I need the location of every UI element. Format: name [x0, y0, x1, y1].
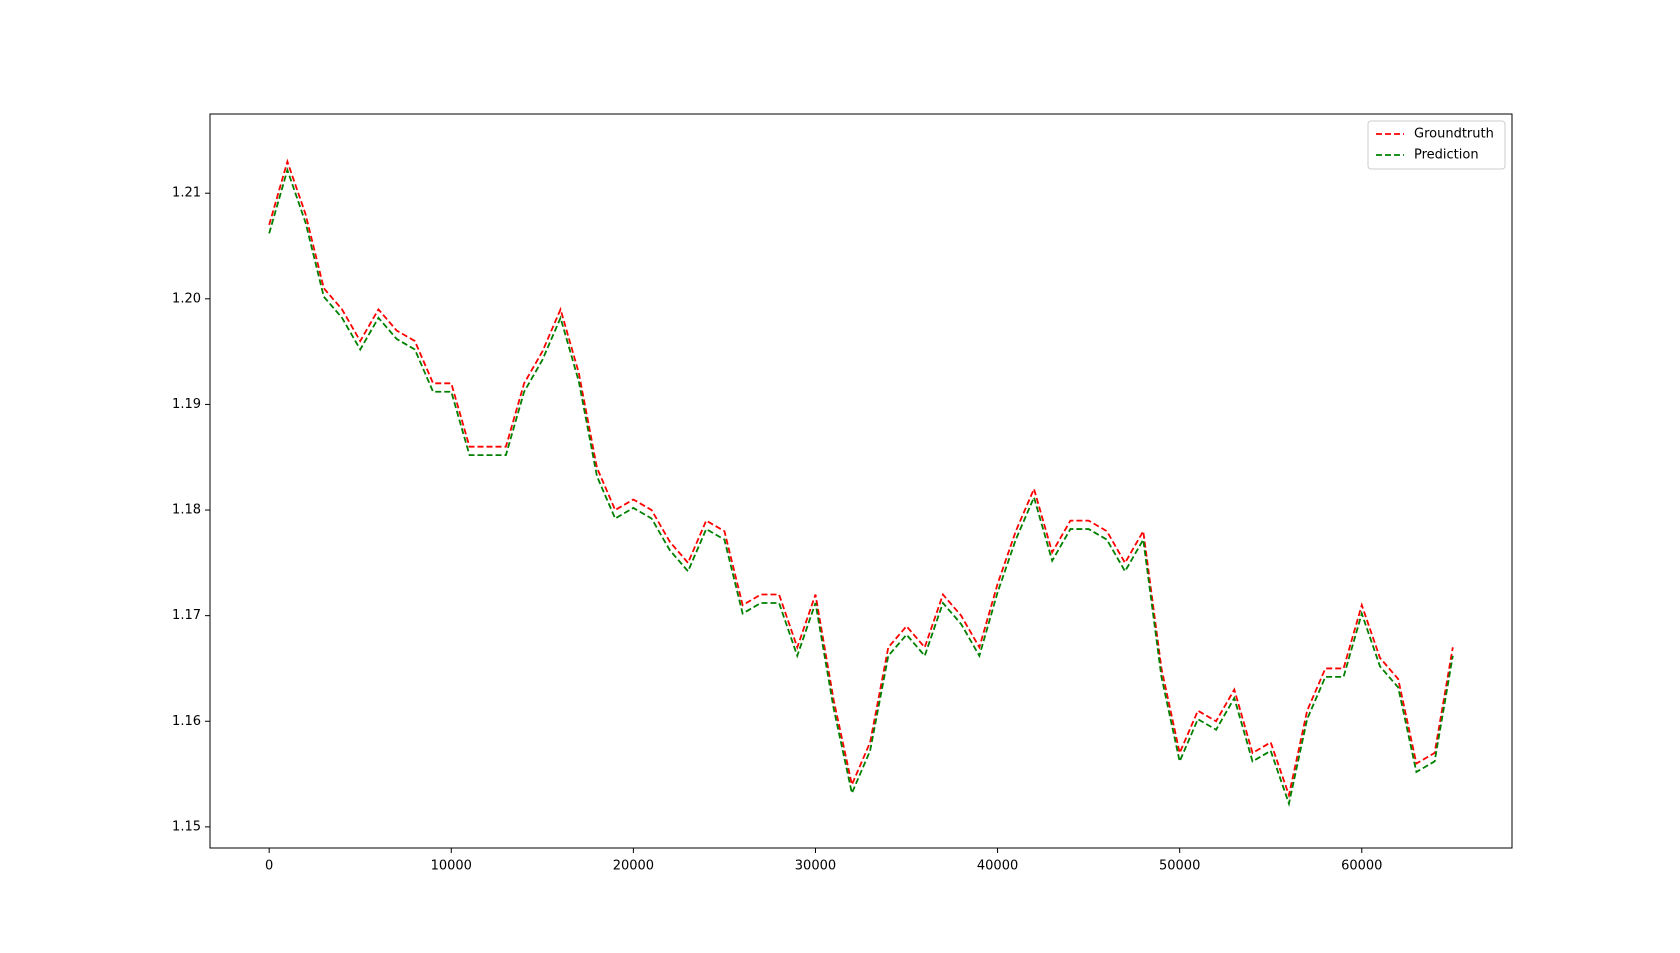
series-line — [268, 166, 1454, 807]
y-tick-label: 1.16 — [172, 714, 201, 729]
legend-label: Prediction — [1414, 148, 1479, 163]
x-tick-label: 20000 — [613, 859, 654, 874]
y-tick-label: 1.19 — [172, 397, 201, 412]
x-tick-label: 0 — [265, 859, 273, 874]
x-tick-label: 30000 — [795, 859, 836, 874]
series-line — [268, 158, 1454, 799]
axes-frame — [209, 113, 1513, 849]
y-tick-label: 1.17 — [172, 608, 201, 623]
x-tick-label: 10000 — [431, 859, 472, 874]
x-tick-label: 60000 — [1341, 859, 1382, 874]
legend-box — [1367, 120, 1506, 170]
y-tick-label: 1.20 — [172, 291, 201, 306]
y-tick-label: 1.18 — [172, 503, 201, 518]
x-tick-label: 40000 — [977, 859, 1018, 874]
y-tick-label: 1.21 — [172, 186, 201, 201]
plot-area — [210, 114, 1512, 848]
x-tick-label: 50000 — [1159, 859, 1200, 874]
y-tick-label: 1.15 — [172, 819, 201, 834]
legend: Groundtruth Prediction — [1367, 120, 1506, 170]
legend-label: Groundtruth — [1414, 127, 1494, 142]
